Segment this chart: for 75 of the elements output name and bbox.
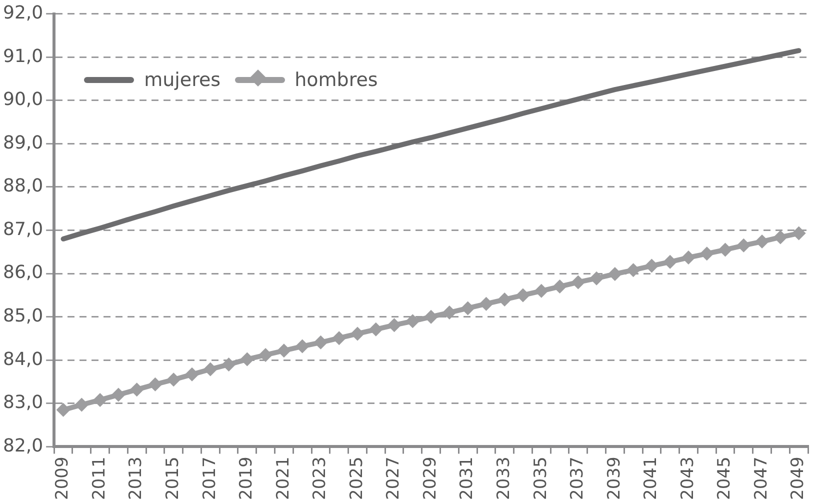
x-tick-label: 2033 xyxy=(494,456,514,500)
y-tick-label: 88,0 xyxy=(3,176,44,197)
point xyxy=(295,339,310,354)
x-tick-label: 2039 xyxy=(604,456,624,500)
point xyxy=(111,388,126,402)
point xyxy=(424,310,438,324)
point xyxy=(148,377,162,392)
point xyxy=(387,318,402,332)
x-tick-label: 2045 xyxy=(714,456,735,500)
y-tick-label: 90,0 xyxy=(3,89,44,110)
point xyxy=(166,372,181,387)
point xyxy=(571,275,586,290)
point xyxy=(608,266,622,281)
x-tick-label: 2029 xyxy=(420,456,440,500)
point xyxy=(755,234,770,249)
y-tick-label: 87,0 xyxy=(3,218,44,240)
point xyxy=(368,322,383,336)
point xyxy=(700,246,714,261)
x-tick-label: 2025 xyxy=(346,456,367,500)
point xyxy=(773,230,788,244)
point xyxy=(314,335,328,350)
x-tick-label: 2015 xyxy=(163,456,184,500)
point xyxy=(74,398,89,412)
y-tick-label: 91,0 xyxy=(3,46,44,67)
y-tick-label: 83,0 xyxy=(3,392,44,414)
point xyxy=(203,362,218,376)
x-tick-label: 2011 xyxy=(89,456,110,500)
point xyxy=(332,331,346,346)
point xyxy=(644,258,659,273)
point xyxy=(792,226,806,240)
y-tick-label: 89,0 xyxy=(3,132,44,154)
x-tick-label: 2035 xyxy=(530,456,551,500)
point xyxy=(516,288,530,302)
x-tick-label: 2009 xyxy=(52,456,73,500)
point xyxy=(442,306,456,320)
point xyxy=(240,352,254,366)
x-tick-label: 2023 xyxy=(310,456,330,500)
point xyxy=(184,367,199,382)
y-tick-label: 82,0 xyxy=(3,435,44,456)
legend-label: hombres xyxy=(294,68,378,91)
x-tick-label: 2013 xyxy=(126,456,146,500)
point xyxy=(479,296,494,311)
point xyxy=(498,292,512,307)
y-tick-label: 85,0 xyxy=(3,306,44,327)
point xyxy=(460,301,475,316)
x-tick-label: 2037 xyxy=(568,456,588,500)
point xyxy=(534,284,548,298)
x-tick-label: 2041 xyxy=(641,456,662,500)
x-tick-label: 2027 xyxy=(384,456,404,500)
point xyxy=(663,254,678,269)
point xyxy=(276,344,291,358)
point xyxy=(736,238,751,252)
legend-label: mujeres xyxy=(144,68,221,91)
x-tick-label: 2031 xyxy=(457,456,478,500)
point xyxy=(590,271,604,286)
point xyxy=(626,263,640,278)
x-tick-label: 2017 xyxy=(200,456,220,500)
point xyxy=(258,348,273,362)
x-tick-label: 2047 xyxy=(751,456,772,500)
x-tick-label: 2043 xyxy=(678,456,698,500)
y-tick-label: 92,0 xyxy=(3,2,44,24)
y-tick-label: 84,0 xyxy=(3,348,44,370)
point xyxy=(406,314,420,328)
point xyxy=(718,242,732,257)
point xyxy=(222,357,236,372)
point xyxy=(552,280,567,294)
x-tick-label: 2049 xyxy=(788,456,808,500)
point xyxy=(350,326,364,341)
point xyxy=(681,250,696,265)
x-tick-label: 2021 xyxy=(273,456,294,500)
y-tick-label: 86,0 xyxy=(3,262,44,284)
x-tick-label: 2019 xyxy=(236,456,257,500)
point xyxy=(130,382,144,397)
point xyxy=(93,392,108,407)
point xyxy=(56,402,70,417)
